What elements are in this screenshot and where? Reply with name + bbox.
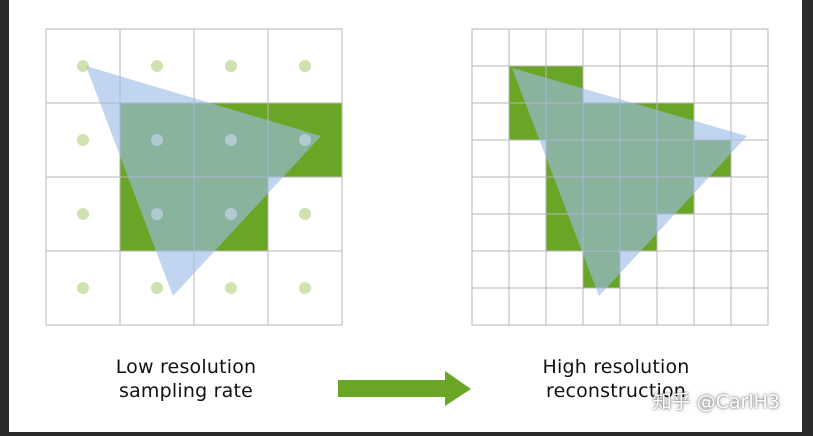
sample-dot [299,208,311,220]
high-res-caption-line1: High resolution [542,356,690,378]
sample-dot [77,134,89,146]
diagram-frame: Low resolution sampling rate High resolu… [9,0,802,432]
sample-dot [225,60,237,72]
high-res-caption-line2: reconstruction [545,380,687,402]
sample-dot [225,282,237,294]
sample-dot [77,282,89,294]
sample-dot [77,60,89,72]
sample-dot [299,282,311,294]
watermark: 知乎 @CarlH3 [652,391,780,413]
sample-dot [299,60,311,72]
right-arrow-icon [338,371,471,406]
high-res-caption: High resolution reconstruction [501,355,731,403]
low-res-caption-line1: Low resolution [115,356,257,378]
high-res-panel [471,28,769,326]
sample-dot [77,208,89,220]
low-res-panel [45,28,343,326]
sample-dot [151,282,163,294]
low-res-caption-line2: sampling rate [118,380,253,402]
sample-dot [151,60,163,72]
low-res-triangle [86,66,321,296]
low-res-caption: Low resolution sampling rate [71,355,301,403]
high-res-triangle [512,68,747,296]
